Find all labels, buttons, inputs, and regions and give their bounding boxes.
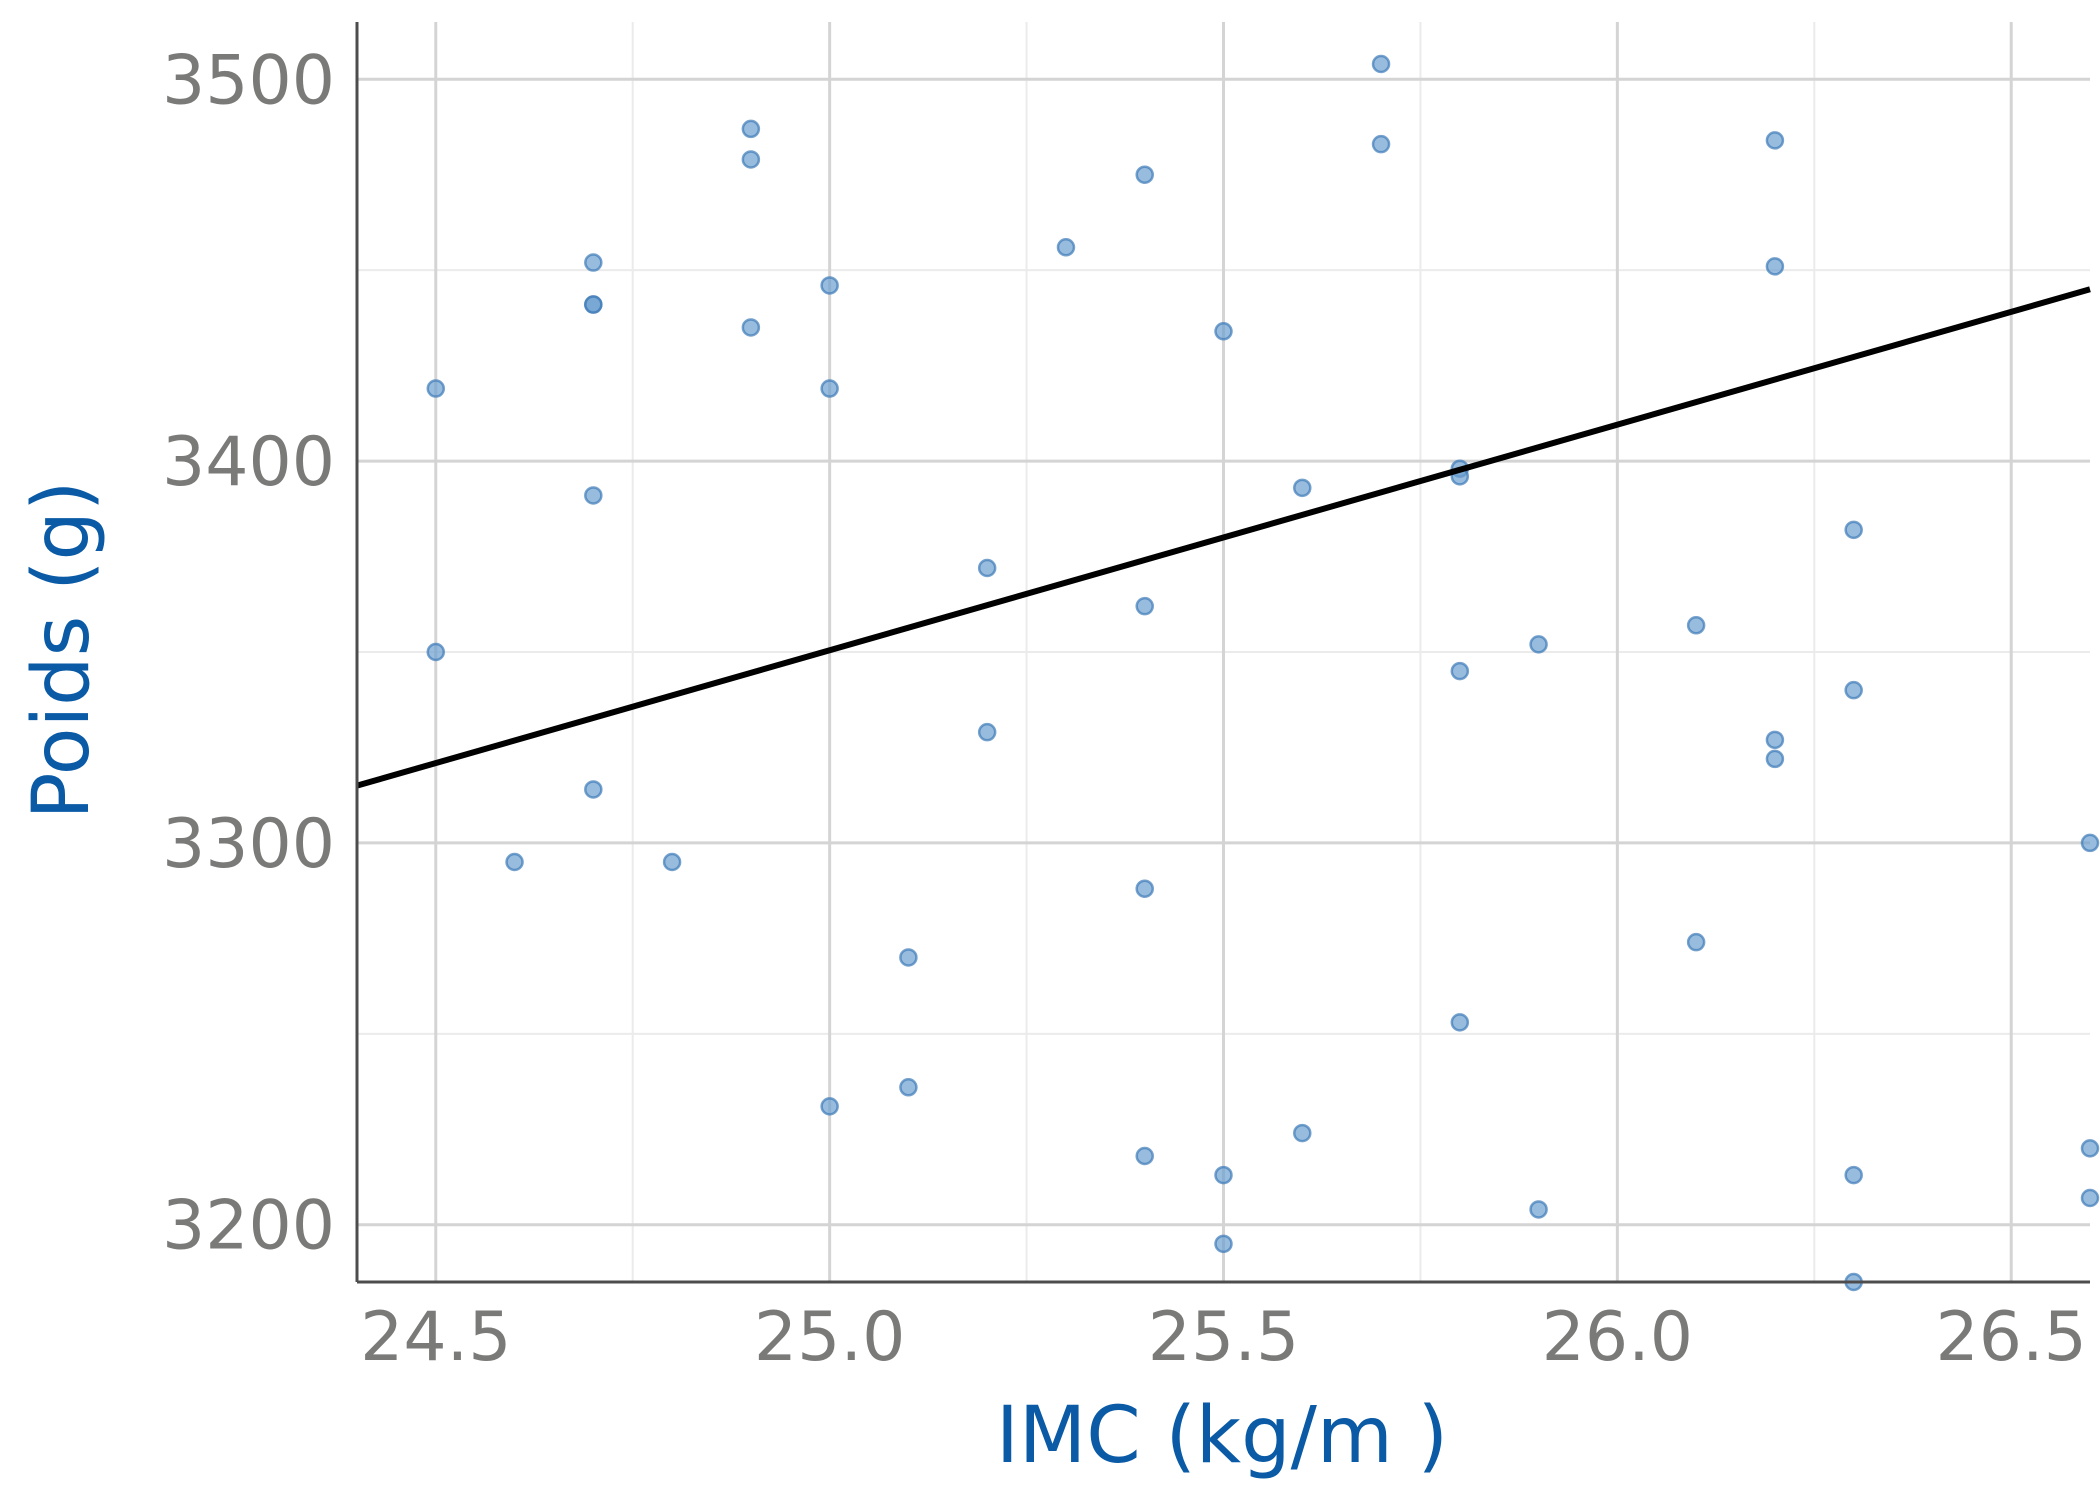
x-tick-labels: 24.5 25.0 25.5 26.0 26.5 [360, 1298, 2087, 1377]
data-point [1371, 134, 1391, 154]
x-axis-title: IMC (kg/m ) [996, 1391, 1448, 1481]
data-point [2080, 833, 2100, 853]
data-point [2080, 1139, 2100, 1158]
y-tick-label: 3300 [162, 805, 335, 884]
data-point [1135, 1146, 1154, 1166]
data-point [1844, 520, 1863, 540]
data-point [1056, 238, 1076, 257]
x-tick-label: 25.0 [754, 1298, 905, 1377]
data-point [977, 722, 997, 742]
data-point [1371, 54, 1391, 74]
data-point [2080, 1188, 2100, 1208]
data-point [1765, 749, 1785, 769]
data-point [820, 1097, 839, 1116]
x-tick-label: 25.5 [1148, 1298, 1299, 1377]
data-point [899, 948, 918, 967]
data-point [1686, 932, 1706, 952]
regression-line [356, 286, 2091, 789]
data-point [584, 486, 603, 505]
data-point [1293, 478, 1312, 498]
data-point [1214, 322, 1233, 341]
data-point [1529, 1200, 1548, 1219]
data-point [977, 558, 997, 578]
data-point [1765, 730, 1785, 750]
data-point [1529, 635, 1548, 654]
x-tick-label: 26.5 [1936, 1298, 2087, 1377]
axes [355, 22, 2090, 1284]
data-point [1844, 1165, 1863, 1185]
data-point [505, 852, 524, 872]
data-point [1450, 661, 1470, 681]
data-point [1686, 616, 1706, 635]
y-axis-title: Poids (g) [17, 481, 107, 820]
data-point [1844, 680, 1863, 700]
x-tick-label: 24.5 [360, 1298, 511, 1377]
data-point [1135, 596, 1154, 616]
data-point [1765, 257, 1785, 276]
data-point [741, 150, 761, 169]
x-tick-label: 26.0 [1542, 1298, 1693, 1377]
data-point [1765, 131, 1785, 150]
data-point [1214, 1234, 1233, 1254]
data-points [426, 54, 2100, 1292]
data-point [584, 295, 603, 314]
data-point [741, 119, 761, 139]
regression-line-group [356, 286, 2091, 789]
data-point [584, 780, 603, 799]
y-tick-label: 3200 [162, 1187, 335, 1266]
data-point [426, 642, 446, 662]
data-point [820, 379, 839, 398]
data-point [1135, 879, 1154, 898]
data-point [820, 276, 839, 295]
data-point [741, 318, 761, 337]
data-point [899, 1078, 918, 1097]
data-point [1135, 165, 1154, 184]
data-point [584, 253, 603, 272]
data-point [1293, 1123, 1312, 1143]
data-point [662, 852, 682, 872]
data-point [1450, 1013, 1470, 1032]
y-tick-label: 3500 [162, 41, 335, 120]
y-tick-label: 3400 [162, 423, 335, 502]
y-tick-labels: 3200 3300 3400 3500 [162, 41, 335, 1265]
data-point [1214, 1165, 1233, 1185]
major-gridlines [357, 22, 2090, 1282]
data-point [426, 379, 446, 398]
